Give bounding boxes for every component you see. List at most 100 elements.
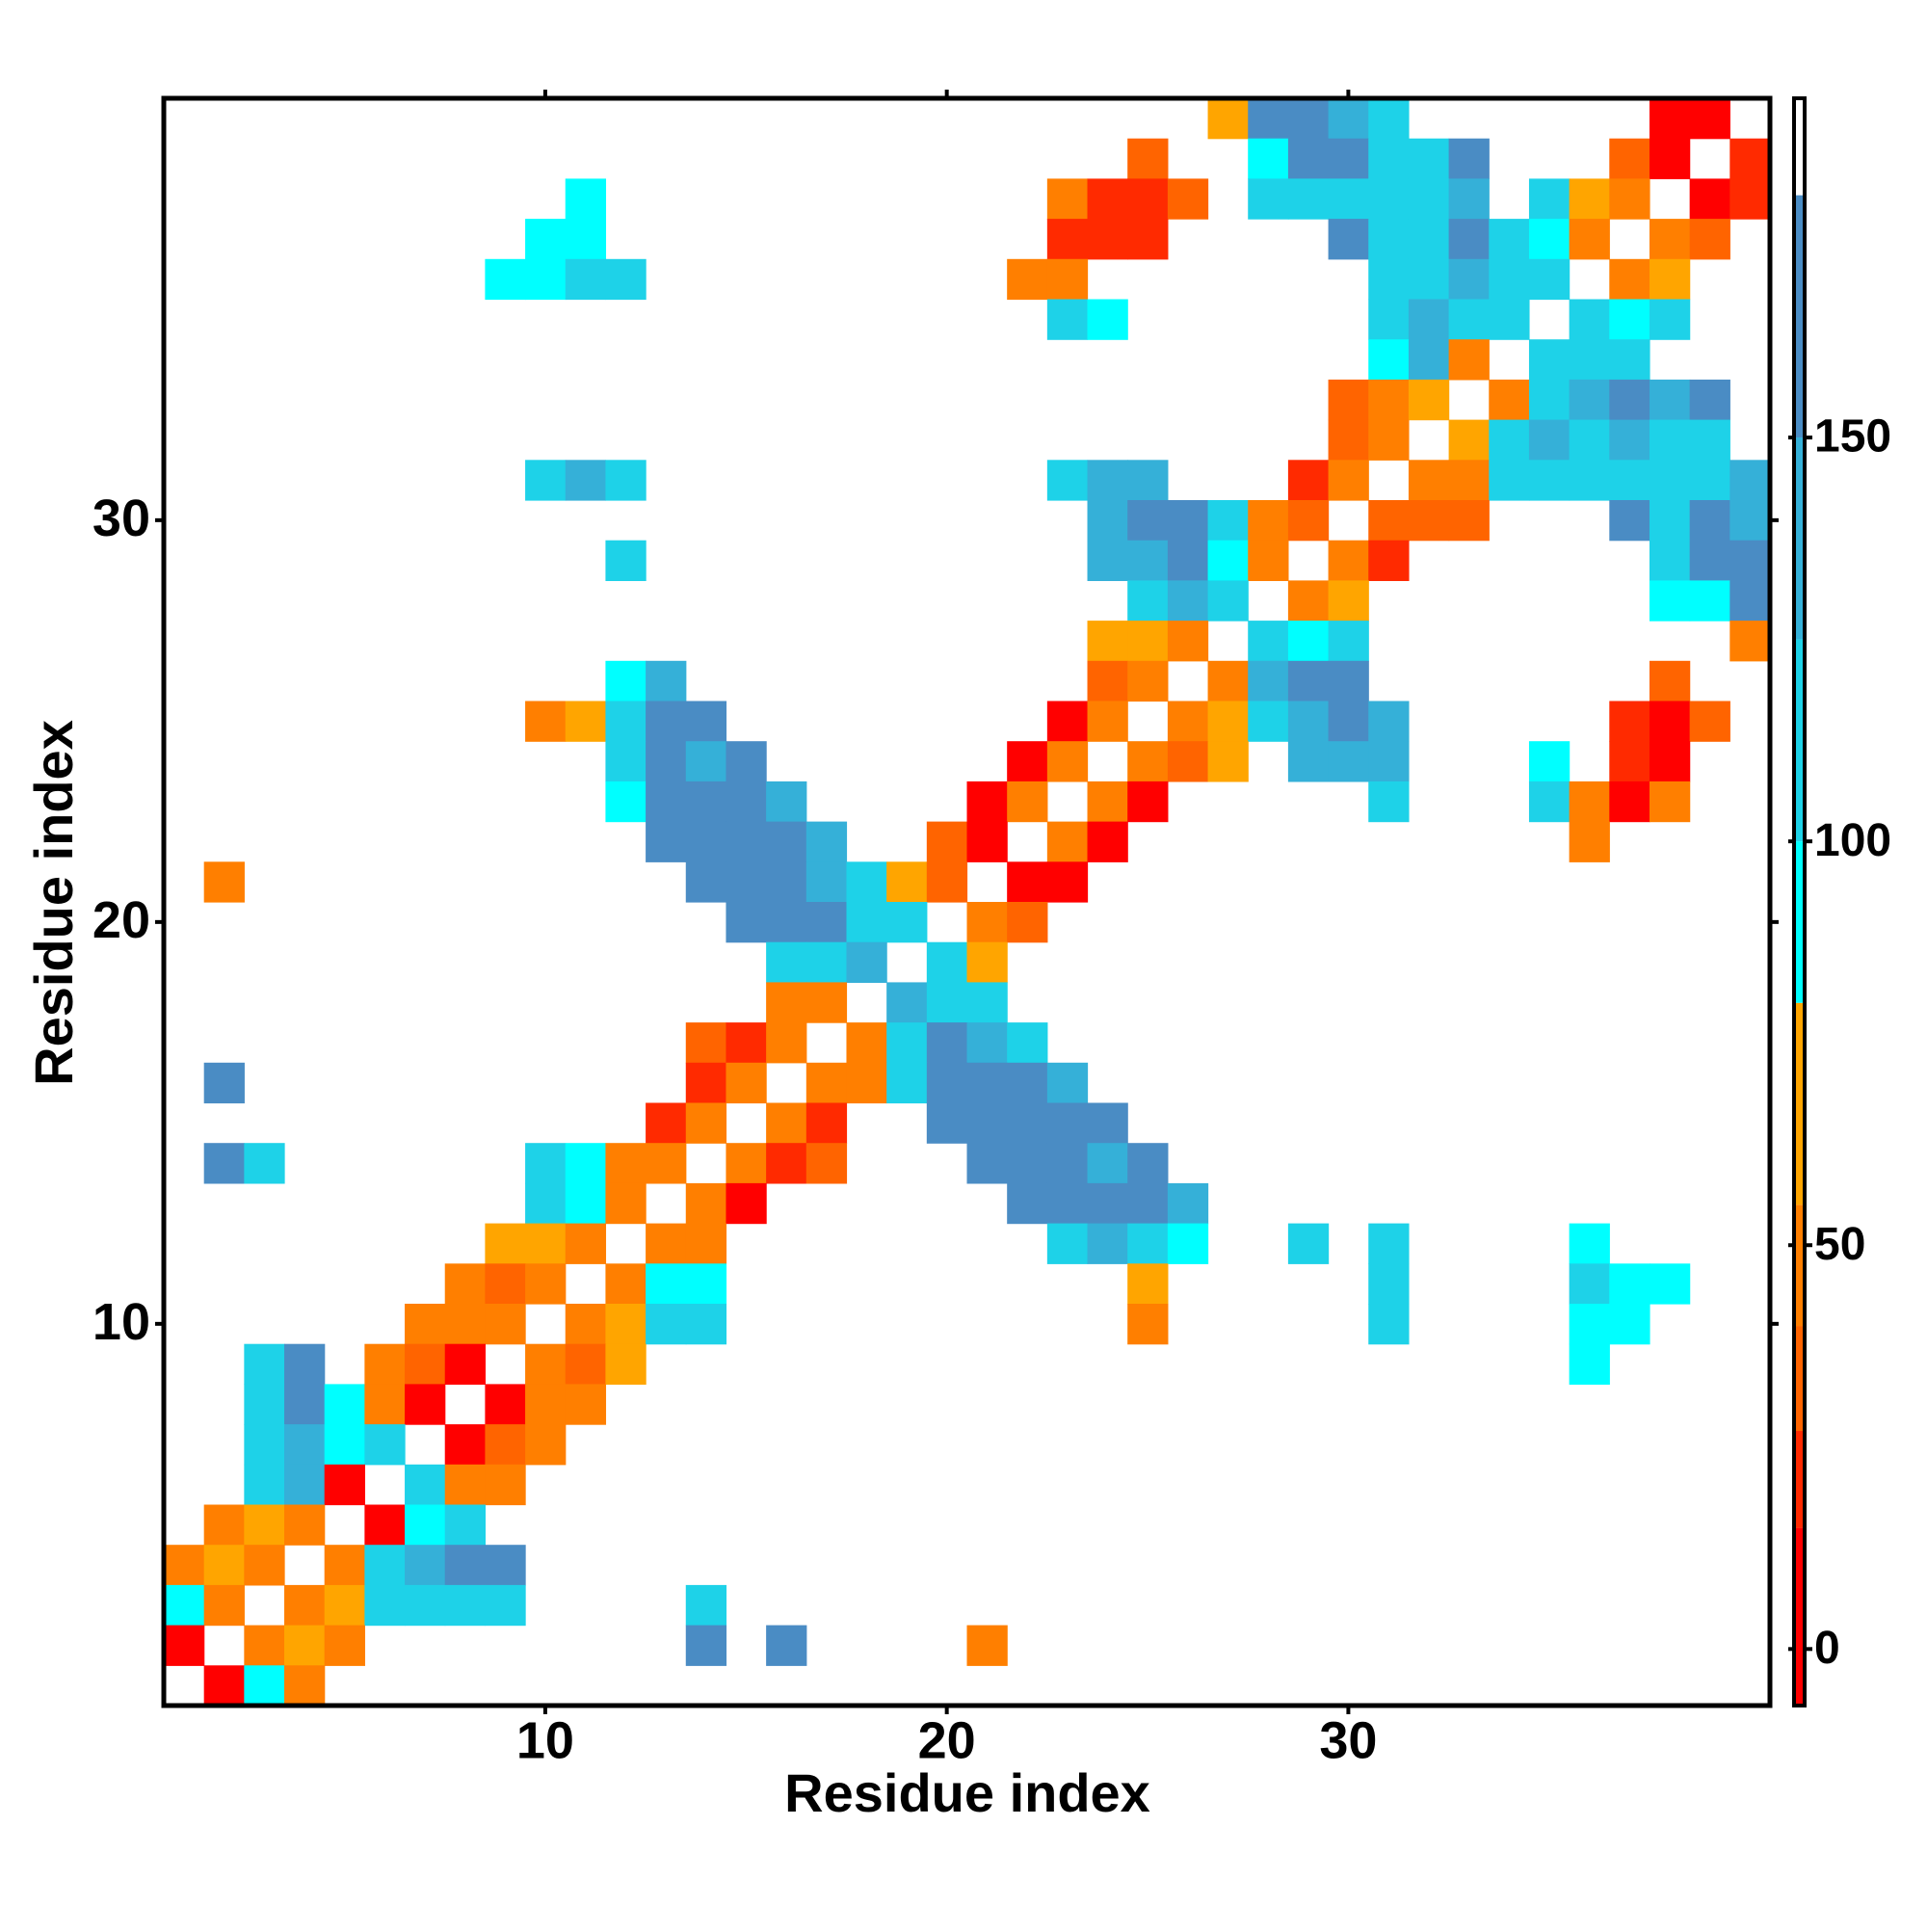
heatmap-cell	[646, 741, 687, 782]
heatmap-cell	[1328, 138, 1369, 179]
heatmap-cell	[1408, 178, 1450, 220]
heatmap-cell	[1087, 701, 1128, 742]
heatmap-cell	[1287, 1223, 1330, 1264]
heatmap-cell	[1448, 419, 1490, 461]
heatmap-cell	[525, 1182, 567, 1225]
heatmap-cell	[1087, 621, 1128, 662]
heatmap-cell	[485, 1464, 526, 1506]
heatmap-cell	[405, 1464, 446, 1506]
heatmap-cell	[1609, 781, 1650, 823]
heatmap-cell	[1087, 1102, 1128, 1144]
x-tick-label: 20	[918, 1711, 976, 1769]
heatmap-cell	[685, 741, 727, 782]
heatmap-cell	[244, 1504, 285, 1546]
heatmap-cell	[485, 1223, 526, 1264]
heatmap-cell	[1207, 580, 1249, 622]
heatmap-cell	[766, 1625, 807, 1666]
heatmap-cell	[1729, 460, 1771, 501]
heatmap-cell	[1127, 138, 1169, 179]
heatmap-cell	[485, 1384, 526, 1425]
heatmap-cell	[926, 1102, 968, 1144]
heatmap-cell	[1609, 258, 1650, 301]
heatmap-cell	[886, 861, 928, 903]
heatmap-cell	[1649, 419, 1691, 461]
heatmap-cell	[966, 1625, 1008, 1666]
heatmap-cell	[1007, 1022, 1048, 1064]
heatmap-cell	[1569, 1223, 1610, 1264]
heatmap-cell	[1287, 500, 1330, 542]
heatmap-cell	[1689, 460, 1730, 501]
heatmap-cell	[203, 861, 245, 903]
heatmap-cell	[444, 1263, 486, 1305]
heatmap-cell	[1368, 258, 1410, 301]
heatmap-cell	[726, 1062, 767, 1104]
heatmap-cell	[926, 1062, 968, 1104]
heatmap-cell	[444, 1464, 486, 1506]
heatmap-cell	[1528, 219, 1571, 260]
heatmap-cell	[1127, 540, 1169, 581]
heatmap-cell	[1207, 660, 1249, 702]
colorbar-segment	[1794, 195, 1805, 438]
heatmap-cell	[324, 1424, 365, 1466]
heatmap-cell	[726, 821, 767, 862]
heatmap-cell	[646, 660, 687, 702]
heatmap-cell	[1729, 178, 1771, 220]
heatmap-cell	[1729, 580, 1771, 622]
heatmap-cell	[1046, 1182, 1089, 1225]
heatmap-cell	[1046, 178, 1089, 220]
heatmap-cell	[926, 941, 968, 983]
heatmap-cell	[1609, 299, 1650, 340]
y-tick-label: 10	[92, 1293, 150, 1351]
heatmap-cell	[766, 1143, 807, 1184]
heatmap-cell	[1087, 821, 1128, 862]
heatmap-cell	[1328, 219, 1369, 260]
heatmap-cells	[164, 98, 1771, 1707]
heatmap-cell	[565, 1223, 607, 1264]
axes: 10 20 30 10 20 30	[92, 90, 1779, 1769]
heatmap-cell	[1649, 1263, 1691, 1305]
heatmap-cell	[1328, 98, 1369, 140]
heatmap-cell	[1328, 178, 1369, 220]
colorbar-segment	[1794, 1002, 1805, 1205]
heatmap-cell	[1248, 621, 1289, 662]
heatmap-cell	[1649, 258, 1691, 301]
heatmap-cell	[1689, 540, 1730, 581]
heatmap-cell	[1328, 580, 1369, 622]
heatmap-cell	[284, 1464, 326, 1506]
heatmap-cell	[1248, 540, 1289, 581]
colorbar-segment	[1794, 1527, 1805, 1706]
heatmap-cell	[1649, 299, 1691, 340]
heatmap-cell	[1127, 580, 1169, 622]
heatmap-cell	[1609, 379, 1650, 421]
colorbar-tick-label: 0	[1814, 1623, 1840, 1674]
heatmap-cell	[364, 1545, 406, 1586]
heatmap-cell	[646, 701, 687, 742]
heatmap-cell	[1127, 178, 1169, 220]
heatmap-cell	[525, 1143, 567, 1184]
heatmap-cell	[685, 1263, 727, 1305]
heatmap-cell	[1007, 902, 1048, 943]
heatmap-cell	[1167, 1182, 1209, 1225]
heatmap-cell	[805, 982, 848, 1023]
heatmap-cell	[525, 258, 567, 301]
heatmap-cell	[1287, 98, 1330, 140]
heatmap-cell	[1408, 138, 1450, 179]
heatmap-cell	[565, 258, 607, 301]
heatmap-cell	[244, 1343, 285, 1385]
heatmap-cell	[1287, 138, 1330, 179]
heatmap-cell	[284, 1665, 326, 1707]
heatmap-cell	[1087, 781, 1128, 823]
heatmap-cell	[324, 1625, 365, 1666]
heatmap-cell	[726, 781, 767, 823]
heatmap-cell	[1528, 339, 1571, 381]
heatmap-cell	[726, 1182, 767, 1225]
heatmap-cell	[1127, 741, 1169, 782]
heatmap-cell	[1528, 178, 1571, 220]
heatmap-cell	[1087, 660, 1128, 702]
heatmap-cell	[846, 1022, 887, 1064]
heatmap-cell	[1328, 379, 1369, 421]
heatmap-cell	[1489, 419, 1530, 461]
heatmap-cell	[1649, 500, 1691, 542]
y-axis-title: Residue index	[23, 720, 84, 1086]
